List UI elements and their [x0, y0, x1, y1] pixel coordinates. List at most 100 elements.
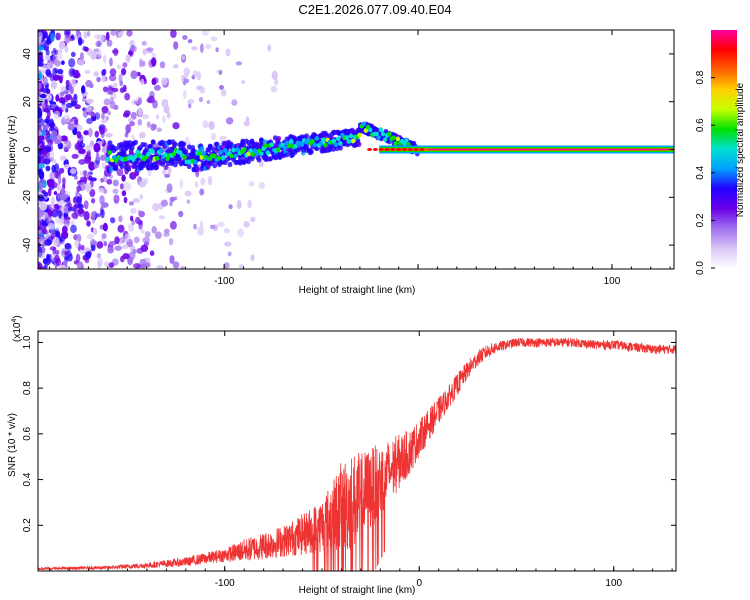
heatmap-noise-cell [74, 175, 78, 180]
heatmap-noise-cell [76, 30, 80, 37]
heatmap-x-axis-label: Height of straight line (km) [299, 285, 416, 296]
heatmap-noise-cell [50, 197, 56, 206]
heatmap-noise-cell [131, 99, 137, 106]
heatmap-noise-cell [38, 248, 43, 258]
heatmap-ridge-core [105, 156, 111, 162]
heatmap-noise-cell [118, 73, 123, 84]
heatmap-noise-cell [42, 76, 48, 86]
heatmap-ridge-halo [276, 135, 282, 142]
heatmap-ridge-halo [163, 164, 169, 170]
heatmap-noise-cell [130, 207, 137, 214]
heatmap-noise-cell [202, 120, 209, 129]
heatmap-noise-cell [108, 240, 117, 246]
heatmap-ridge-halo [274, 154, 279, 160]
heatmap-noise-cell [41, 220, 46, 226]
heatmap-noise-cell [162, 169, 167, 175]
heatmap-noise-cell [56, 184, 61, 192]
heatmap-noise-cell [50, 150, 55, 160]
heatmap-noise-cell [100, 178, 104, 183]
heatmap-noise-cell [55, 249, 60, 255]
colorbar: 0.0 0.2 0.4 0.6 0.8 Normalized spectral ampl… [695, 30, 746, 275]
heatmap-noise-cell [147, 95, 155, 104]
colorbar-tick-label: 0.4 [695, 165, 706, 179]
heatmap-noise-cell [101, 162, 106, 169]
heatmap-ridge-core [182, 154, 187, 160]
heatmap-ridge-core [374, 131, 379, 137]
heatmap-noise-cell [84, 105, 92, 113]
heatmap-noise-cell [228, 204, 233, 210]
heatmap-noise-cell [108, 74, 117, 82]
heatmap-noise-cell [99, 126, 105, 135]
heatmap-ridge-halo [309, 149, 314, 155]
heatmap-noise-cell [68, 83, 73, 93]
heatmap-noise-cell [45, 69, 51, 76]
heatmap-noise-cell [122, 112, 130, 118]
heatmap-noise-cell [66, 102, 73, 108]
heatmap-noise-cell [91, 215, 96, 224]
snr-x-axis: -100 0 100 [49, 331, 673, 589]
heatmap-noise-cell [101, 106, 109, 114]
heatmap-noise-cell [209, 224, 216, 230]
heatmap-noise-cell [137, 209, 142, 215]
heatmap-ridge-core [393, 141, 398, 146]
heatmap-noise-cell [152, 202, 160, 212]
heatmap-ridge-halo [154, 164, 160, 170]
heatmap-noise-cell [198, 96, 204, 103]
heatmap-noise-cell [44, 98, 48, 106]
heatmap-ridge-core [242, 147, 247, 152]
heatmap-ridge-core [276, 147, 281, 153]
heatmap-noise-cell [126, 30, 133, 37]
heatmap-noise-cell [83, 31, 88, 39]
heatmap-noise-cell [163, 232, 170, 238]
heatmap-ridge-core [150, 149, 155, 154]
heatmap-noise-cell [86, 220, 91, 227]
heatmap-ridge-halo [150, 139, 156, 145]
heatmap-ridge-core [314, 136, 319, 141]
heatmap-ridge-halo [113, 146, 119, 152]
heatmap-noise-cell [89, 112, 97, 117]
heatmap-ridge-core [220, 155, 226, 161]
heatmap-noise-cell [194, 181, 199, 188]
heatmap-noise-cell [183, 67, 191, 76]
heatmap-noise-cell [129, 172, 137, 180]
heatmap-noise-cell [64, 45, 69, 53]
heatmap-ridge-core [158, 148, 164, 154]
heatmap-noise-cell [93, 228, 98, 236]
heatmap-ridge-core [378, 127, 383, 133]
heatmap-noise-cell [163, 106, 170, 114]
heatmap-ridge-core [312, 142, 317, 148]
heatmap-noise-cell [170, 30, 177, 38]
heatmap-noise-cell [45, 132, 51, 140]
heatmap-ridge-halo [148, 143, 154, 149]
heatmap-noise-cell [271, 70, 278, 80]
heatmap-ridge-core [344, 135, 349, 140]
snr-frame [37, 330, 677, 572]
heatmap-noise-cell [85, 79, 93, 88]
heatmap-noise-cell [55, 217, 62, 224]
heatmap-noise-cell [146, 47, 154, 52]
heatmap-transition-blob [407, 148, 413, 151]
heatmap-noise-cell [196, 85, 204, 91]
heatmap-noise-cell [236, 199, 242, 210]
heatmap-noise-cell [72, 196, 77, 204]
heatmap-ridge-halo [126, 164, 132, 170]
snr-y-tick-label: 1.0 [22, 335, 33, 349]
heatmap-transition-blob [384, 148, 390, 151]
heatmap-noise-cell [106, 178, 113, 185]
heatmap-noise-cell [205, 43, 212, 50]
heatmap-noise-cell [200, 43, 204, 53]
heatmap-noise-cell [210, 36, 218, 42]
heatmap-ridge-core [286, 143, 292, 149]
heatmap-noise-cell [139, 194, 143, 200]
heatmap-noise-cell [103, 68, 107, 76]
heatmap-noise-cell [219, 135, 227, 143]
heatmap-noise-cell [144, 177, 149, 185]
heatmap-noise-cell [50, 80, 58, 90]
heatmap-noise-cell [60, 86, 67, 92]
heatmap-noise-cell [128, 201, 134, 206]
heatmap-noise-cell [74, 119, 78, 125]
heatmap-noise-cell [220, 88, 227, 97]
heatmap-ridge-core [171, 151, 177, 157]
heatmap-noise-cell [90, 177, 97, 182]
